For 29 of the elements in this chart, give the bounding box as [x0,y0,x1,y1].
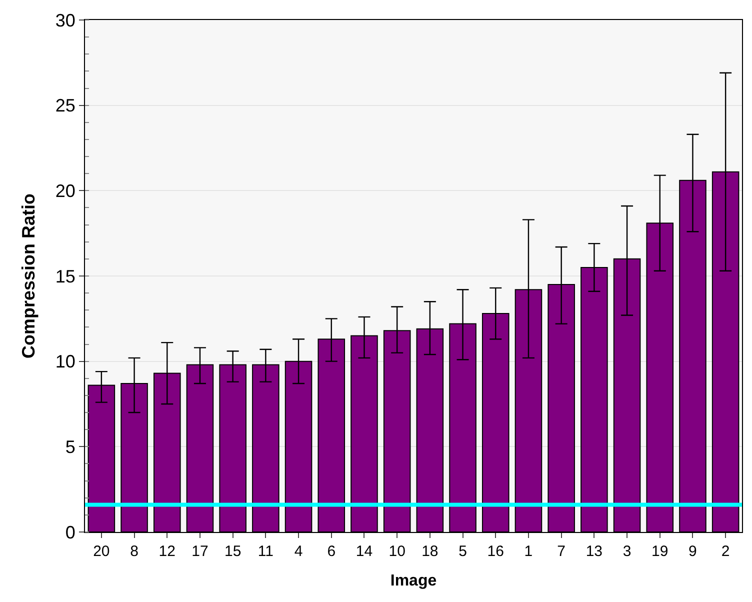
x-tick-label: 19 [652,543,668,560]
x-tick-label: 17 [192,543,208,560]
x-tick-label: 13 [586,543,603,560]
x-tick-label: 4 [294,543,303,560]
x-tick-label: 12 [158,543,176,560]
x-tick-label: 20 [93,543,110,560]
x-tick-label: 9 [688,543,697,560]
x-tick-label: 6 [327,543,336,560]
y-axis-title: Compression Ratio [18,193,39,359]
x-tick-label: 5 [458,543,467,560]
y-tick-label: 25 [55,96,76,116]
y-tick-label: 0 [65,522,76,542]
x-tick-label: 2 [721,543,730,560]
y-tick-label: 15 [55,266,76,286]
x-axis-title: Image [390,572,437,590]
x-tick-label: 7 [557,543,566,560]
y-tick-label: 30 [55,10,76,30]
x-tick-label: 8 [130,543,138,560]
x-tick-label: 3 [622,543,632,560]
y-tick-label: 20 [55,180,76,201]
x-tick-label: 16 [487,543,504,560]
x-tick-label: 14 [356,543,373,560]
x-tick-label: 11 [258,543,274,560]
x-tick-label: 18 [422,543,438,560]
y-tick-label: 10 [55,352,76,372]
x-tick-label: 10 [388,543,406,560]
y-tick-label: 5 [65,436,76,457]
x-tick-label: 15 [224,543,242,560]
x-tick-label: 1 [524,543,533,560]
